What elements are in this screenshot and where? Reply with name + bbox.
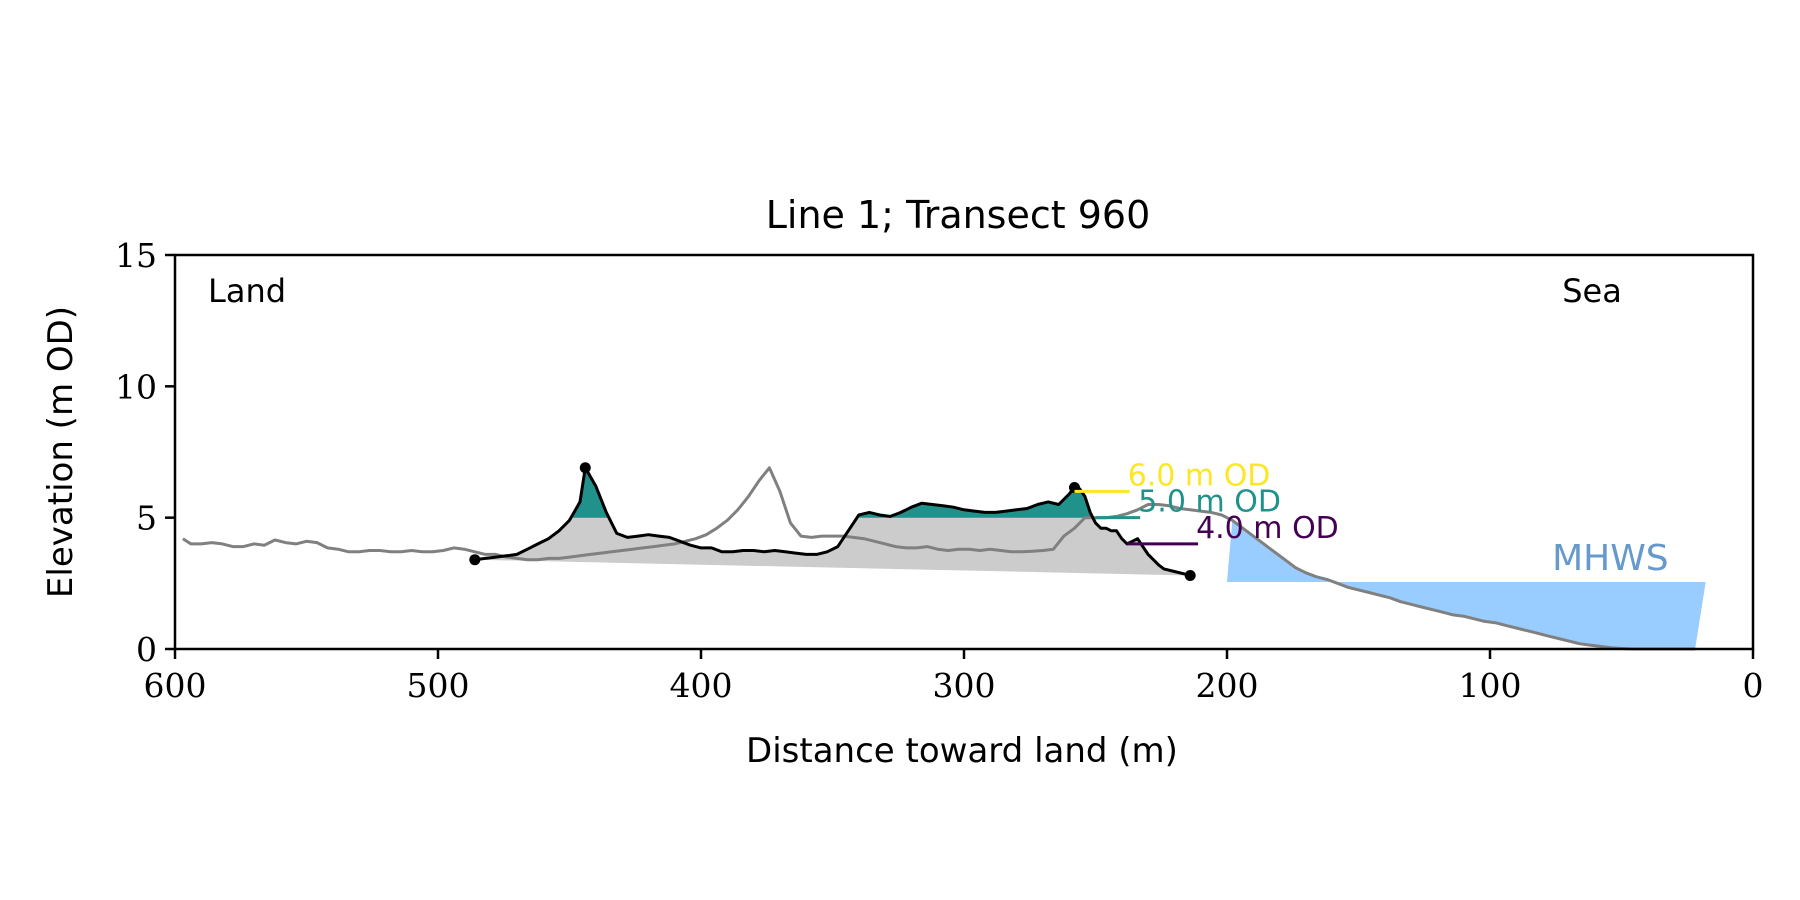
annotation-land: Land: [208, 272, 286, 310]
axis-ticks: 600 500 400 300 200 100 0 0 5 10 15: [115, 236, 1764, 705]
x-tick-label: 600: [144, 666, 207, 705]
x-tick-label: 400: [670, 666, 733, 705]
series-line-full-profile: [182, 466, 1696, 651]
y-tick-label: 10: [115, 367, 157, 406]
level-marker-label: 6.0 m OD: [1128, 458, 1271, 493]
y-tick-label: 5: [136, 499, 157, 538]
y-tick-label: 15: [115, 236, 157, 275]
x-tick-label: 500: [407, 666, 470, 705]
plot-area: 6.0 m OD5.0 m OD4.0 m OD MHWS: [182, 458, 1706, 651]
x-tick-label: 0: [1743, 666, 1764, 705]
level-marker-label: 5.0 m OD: [1138, 485, 1281, 520]
y-axis-label: Elevation (m OD): [41, 306, 81, 598]
mhws-label: MHWS: [1552, 538, 1669, 579]
dune-area: [474, 467, 1191, 576]
chart-title: Line 1; Transect 960: [766, 193, 1151, 237]
annotation-sea: Sea: [1562, 272, 1622, 310]
x-tick-label: 300: [933, 666, 996, 705]
key-point: [469, 554, 481, 566]
key-point: [579, 462, 591, 474]
mhws-water-area: [1227, 520, 1706, 649]
x-tick-label: 100: [1459, 666, 1522, 705]
key-point: [1184, 569, 1196, 581]
x-tick-label: 200: [1196, 666, 1259, 705]
dune-area-above-5m: [571, 467, 1093, 518]
y-tick-label: 0: [136, 630, 157, 669]
series-line-dune-profile: [474, 466, 1191, 577]
level-marker-label: 4.0 m OD: [1196, 511, 1339, 546]
x-axis-label: Distance toward land (m): [746, 731, 1178, 771]
